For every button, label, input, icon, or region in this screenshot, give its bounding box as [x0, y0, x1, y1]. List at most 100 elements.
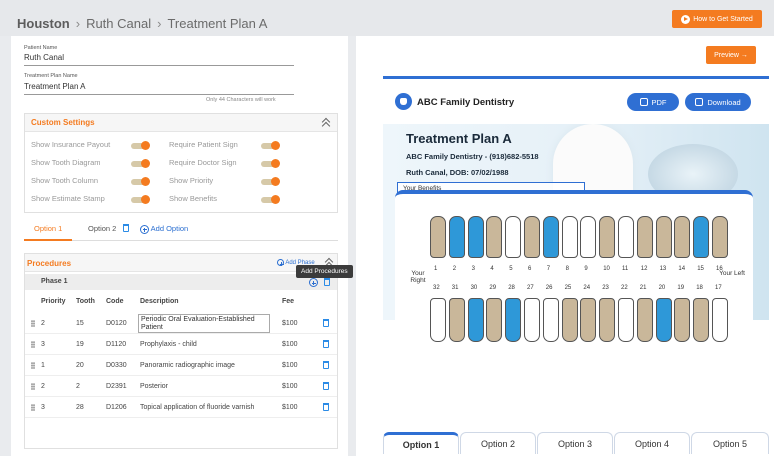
setting-label: Show Benefits	[169, 194, 217, 203]
upper-tooth[interactable]	[693, 216, 710, 258]
upper-tooth-number: 5	[509, 266, 513, 272]
drag-handle-icon[interactable]	[31, 404, 35, 411]
upper-tooth[interactable]	[505, 216, 522, 258]
delete-row-icon[interactable]	[323, 319, 329, 327]
delete-row-icon[interactable]	[323, 382, 329, 390]
upper-tooth[interactable]	[599, 216, 616, 258]
toggle-benefits[interactable]	[261, 195, 280, 204]
add-procedure-icon[interactable]	[309, 278, 318, 287]
plan-name-field[interactable]: Treatment Plan A	[24, 82, 294, 95]
preview-tab-option-4[interactable]: Option 4	[614, 432, 690, 454]
procedures-card: Procedures Add Phase Add Procedures Phas…	[24, 253, 353, 449]
download-button[interactable]: Download	[685, 93, 751, 111]
setting-label: Require Patient Sign	[169, 140, 238, 149]
row-tooth: 2	[76, 383, 80, 390]
add-procedures-tooltip: Add Procedures	[296, 265, 353, 278]
upper-tooth[interactable]	[580, 216, 597, 258]
lower-tooth[interactable]	[448, 298, 465, 342]
toggle-patient-sign[interactable]	[261, 141, 280, 150]
row-description-input[interactable]: Periodic Oral Evaluation-Established Pat…	[138, 314, 270, 333]
drag-handle-icon[interactable]	[31, 383, 35, 390]
patient-name-field[interactable]: Ruth Canal	[24, 53, 294, 66]
drag-handle-icon[interactable]	[31, 362, 35, 369]
lower-tooth[interactable]	[430, 298, 446, 342]
delete-row-icon[interactable]	[323, 403, 329, 411]
toggle-doctor-sign[interactable]	[261, 159, 280, 168]
lower-tooth[interactable]	[712, 298, 728, 342]
help-label: How to Get Started	[693, 15, 753, 23]
upper-tooth-number: 13	[659, 266, 667, 272]
column-fee: Fee	[282, 298, 295, 305]
collapse-chevron-icon[interactable]	[321, 118, 331, 128]
setting-label: Show Tooth Column	[31, 176, 98, 185]
row-code: D1206	[106, 404, 127, 411]
toggle-estimate-stamp[interactable]	[131, 195, 150, 204]
add-phase-button[interactable]: Add Phase	[277, 259, 315, 266]
preview-button[interactable]: Preview →	[706, 46, 756, 64]
lower-tooth[interactable]	[561, 298, 578, 342]
upper-tooth[interactable]	[524, 216, 540, 258]
upper-tooth[interactable]	[467, 216, 484, 258]
table-row[interactable]: 1 20 D0330 Panoramic radiographic image …	[25, 355, 337, 376]
preview-tab-option-2[interactable]: Option 2	[460, 432, 536, 454]
tooth-logo-icon	[395, 93, 412, 110]
upper-tooth[interactable]	[655, 216, 672, 258]
preview-option-tabs: Option 1 Option 2 Option 3 Option 4 Opti…	[383, 432, 769, 456]
table-row[interactable]: 2 15 D0120 Periodic Oral Evaluation-Esta…	[25, 313, 337, 334]
delete-row-icon[interactable]	[323, 340, 329, 348]
pdf-label: PDF	[651, 97, 667, 107]
table-row[interactable]: 2 2 D2391 Posterior $100	[25, 376, 337, 397]
toggle-tooth-column[interactable]	[131, 177, 150, 186]
lower-tooth[interactable]	[674, 298, 691, 342]
lower-tooth-number: 31	[451, 285, 459, 291]
lower-tooth[interactable]	[580, 298, 597, 342]
lower-tooth[interactable]	[655, 298, 672, 342]
upper-tooth[interactable]	[486, 216, 503, 258]
how-to-get-started-button[interactable]: How to Get Started	[672, 10, 762, 28]
lower-tooth[interactable]	[542, 298, 559, 342]
lower-tooth[interactable]	[524, 298, 540, 342]
row-priority: 3	[41, 404, 45, 411]
upper-tooth[interactable]	[561, 216, 578, 258]
upper-tooth[interactable]	[674, 216, 691, 258]
character-limit-hint: Only 44 Characters will work	[206, 97, 276, 103]
upper-tooth[interactable]	[618, 216, 634, 258]
toggle-priority[interactable]	[261, 177, 280, 186]
lower-tooth[interactable]	[486, 298, 503, 342]
row-code: D0330	[106, 362, 127, 369]
delete-phase-icon[interactable]	[324, 278, 330, 286]
lower-tooth-number: 27	[527, 285, 534, 291]
tab-option-2[interactable]: Option 2	[88, 224, 117, 233]
option-tabs: Option 1 Option 2 Add Option	[24, 217, 338, 241]
preview-tab-option-3[interactable]: Option 3	[537, 432, 613, 454]
table-row[interactable]: 3 19 D1120 Prophylaxis - child $100	[25, 334, 337, 355]
tab-option-1[interactable]: Option 1	[34, 224, 63, 233]
upper-tooth[interactable]	[448, 216, 465, 258]
lower-tooth[interactable]	[618, 298, 634, 342]
toggle-tooth-diagram[interactable]	[131, 159, 150, 168]
table-row[interactable]: 3 28 D1206 Topical application of fluori…	[25, 397, 337, 418]
lower-tooth[interactable]	[693, 298, 710, 342]
drag-handle-icon[interactable]	[31, 341, 35, 348]
drag-handle-icon[interactable]	[31, 320, 35, 327]
your-right-label: Your Right	[410, 270, 426, 284]
breadcrumb-houston[interactable]: Houston	[17, 16, 70, 31]
lower-tooth[interactable]	[636, 298, 653, 342]
upper-tooth-number: 6	[528, 266, 532, 272]
upper-tooth[interactable]	[636, 216, 653, 258]
download-icon	[695, 98, 704, 106]
upper-tooth[interactable]	[542, 216, 559, 258]
preview-tab-option-1[interactable]: Option 1	[383, 432, 459, 454]
lower-tooth[interactable]	[505, 298, 522, 342]
delete-row-icon[interactable]	[323, 361, 329, 369]
breadcrumb-patient[interactable]: Ruth Canal	[86, 16, 152, 31]
add-option-button[interactable]: Add Option	[140, 224, 188, 234]
upper-tooth[interactable]	[712, 216, 728, 258]
upper-tooth[interactable]	[430, 216, 446, 258]
lower-tooth[interactable]	[467, 298, 484, 342]
preview-tab-option-5[interactable]: Option 5	[691, 432, 769, 454]
lower-tooth[interactable]	[599, 298, 616, 342]
delete-option-icon[interactable]	[123, 224, 129, 232]
pdf-button[interactable]: PDF	[627, 93, 679, 111]
toggle-insurance-payout[interactable]	[131, 141, 150, 150]
